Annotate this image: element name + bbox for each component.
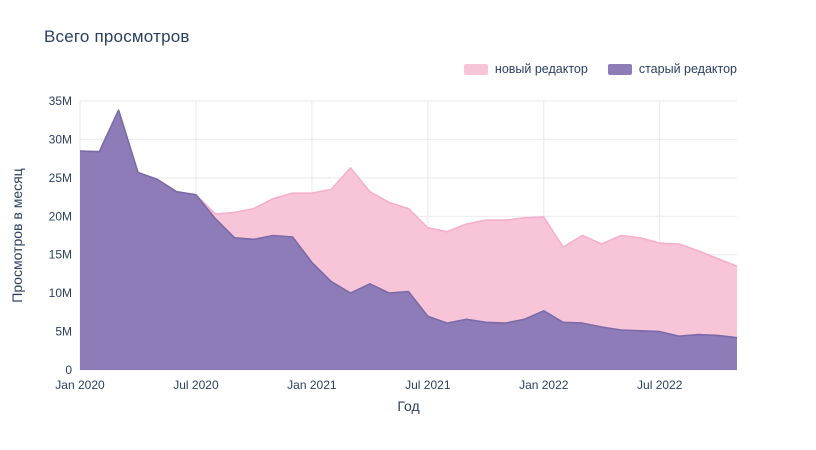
y-tick-label: 25M bbox=[49, 171, 72, 185]
y-tick-label: 5M bbox=[55, 325, 72, 339]
chart-title: Всего просмотров bbox=[44, 27, 190, 46]
legend-item-new-editor[interactable]: новый редактор bbox=[463, 62, 588, 76]
x-tick-label: Jan 2022 bbox=[519, 378, 569, 392]
new-editor-swatch-icon bbox=[463, 63, 488, 75]
legend-label: старый редактор bbox=[638, 62, 737, 76]
y-tick-label: 30M bbox=[49, 132, 72, 146]
legend: новый редактор старый редактор bbox=[463, 62, 737, 76]
old-editor-swatch-icon bbox=[607, 63, 632, 75]
y-tick-label: 10M bbox=[49, 286, 72, 300]
series-line-1 bbox=[79, 109, 738, 339]
y-tick-label: 15M bbox=[49, 248, 72, 262]
series-area-1[interactable] bbox=[80, 110, 737, 370]
x-tick-label: Jul 2021 bbox=[405, 378, 451, 392]
x-tick-label: Jan 2021 bbox=[287, 378, 337, 392]
x-tick-label: Jul 2020 bbox=[173, 378, 219, 392]
x-tick-label: Jan 2020 bbox=[55, 378, 105, 392]
x-axis-title: Год bbox=[397, 398, 419, 414]
x-tick-label: Jul 2022 bbox=[637, 378, 683, 392]
legend-item-old-editor[interactable]: старый редактор bbox=[607, 62, 737, 76]
y-axis-title: Просмотров в месяц bbox=[9, 168, 25, 302]
y-tick-label: 20M bbox=[49, 209, 72, 223]
legend-label: новый редактор bbox=[494, 62, 588, 76]
y-tick-label: 0 bbox=[65, 363, 72, 377]
y-tick-label: 35M bbox=[49, 94, 72, 108]
